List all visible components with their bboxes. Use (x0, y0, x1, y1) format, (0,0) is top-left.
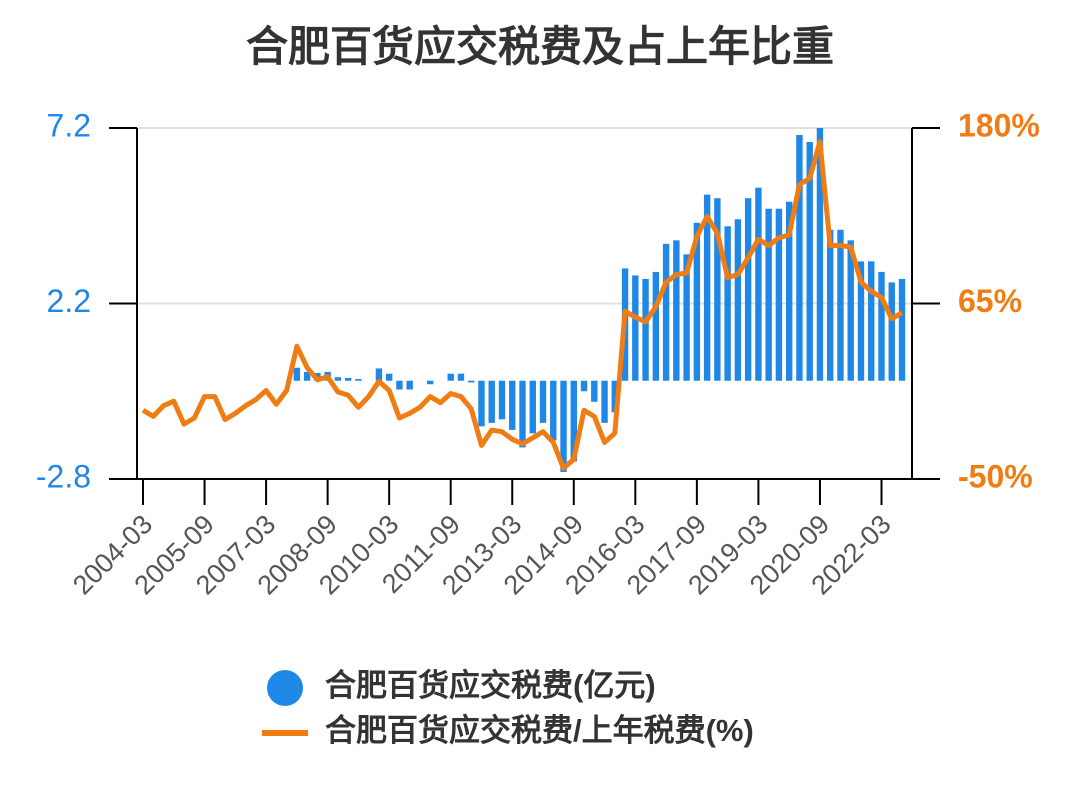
y-tick-label: -2.8 (36, 458, 91, 494)
bar (303, 371, 311, 381)
bar (447, 373, 454, 381)
bar (385, 373, 393, 381)
bar (744, 198, 752, 381)
bar (734, 219, 742, 381)
bar (611, 380, 619, 413)
bar (816, 128, 824, 381)
bar (857, 261, 865, 381)
bar (662, 243, 670, 381)
bar (560, 380, 567, 472)
bar (550, 380, 557, 441)
bar (570, 380, 577, 462)
bar (765, 208, 772, 381)
bar (724, 226, 731, 381)
bar (755, 187, 762, 381)
bar (488, 380, 495, 423)
chart-title: 合肥百货应交税费及占上年比重 (246, 23, 834, 70)
bar (591, 380, 598, 402)
bar (652, 271, 660, 381)
bar (868, 261, 875, 381)
bar (426, 380, 434, 385)
bar (847, 240, 854, 381)
bar (898, 278, 906, 381)
bar (878, 271, 885, 381)
bar (539, 380, 547, 423)
y2-tick-label: -50% (958, 458, 1033, 494)
bar (293, 367, 301, 381)
bar (344, 377, 352, 381)
bar (642, 278, 649, 381)
bar (529, 380, 536, 434)
bar (806, 142, 813, 381)
bar (468, 380, 475, 383)
bar (632, 275, 639, 381)
legend-label: 合肥百货应交税费(亿元) (325, 668, 656, 703)
bar (827, 229, 834, 381)
bar (509, 380, 516, 430)
bar (714, 198, 721, 381)
y2-tick-label: 65% (958, 283, 1022, 319)
bar (673, 240, 680, 381)
bar (375, 368, 383, 381)
bar (785, 201, 793, 381)
y-tick-label: 2.2 (47, 283, 91, 319)
bar (796, 135, 803, 381)
bar (334, 377, 342, 381)
bar (693, 222, 701, 381)
bar (519, 380, 526, 448)
bar (703, 194, 711, 381)
legend-label: 合肥百货应交税费/上年税费(%) (325, 713, 754, 748)
bar (406, 380, 413, 390)
bar (775, 208, 783, 381)
bar (601, 380, 608, 423)
bar (355, 378, 362, 381)
y-tick-label: 7.2 (47, 107, 91, 143)
legend-marker (267, 670, 303, 706)
y2-tick-label: 180% (958, 107, 1040, 143)
line (141, 139, 904, 471)
bar (457, 373, 465, 381)
bar (683, 254, 690, 381)
bar (580, 380, 588, 392)
bar (396, 380, 403, 390)
bar (498, 380, 506, 420)
bar (837, 229, 844, 381)
bar (478, 380, 485, 427)
bar (888, 282, 895, 381)
